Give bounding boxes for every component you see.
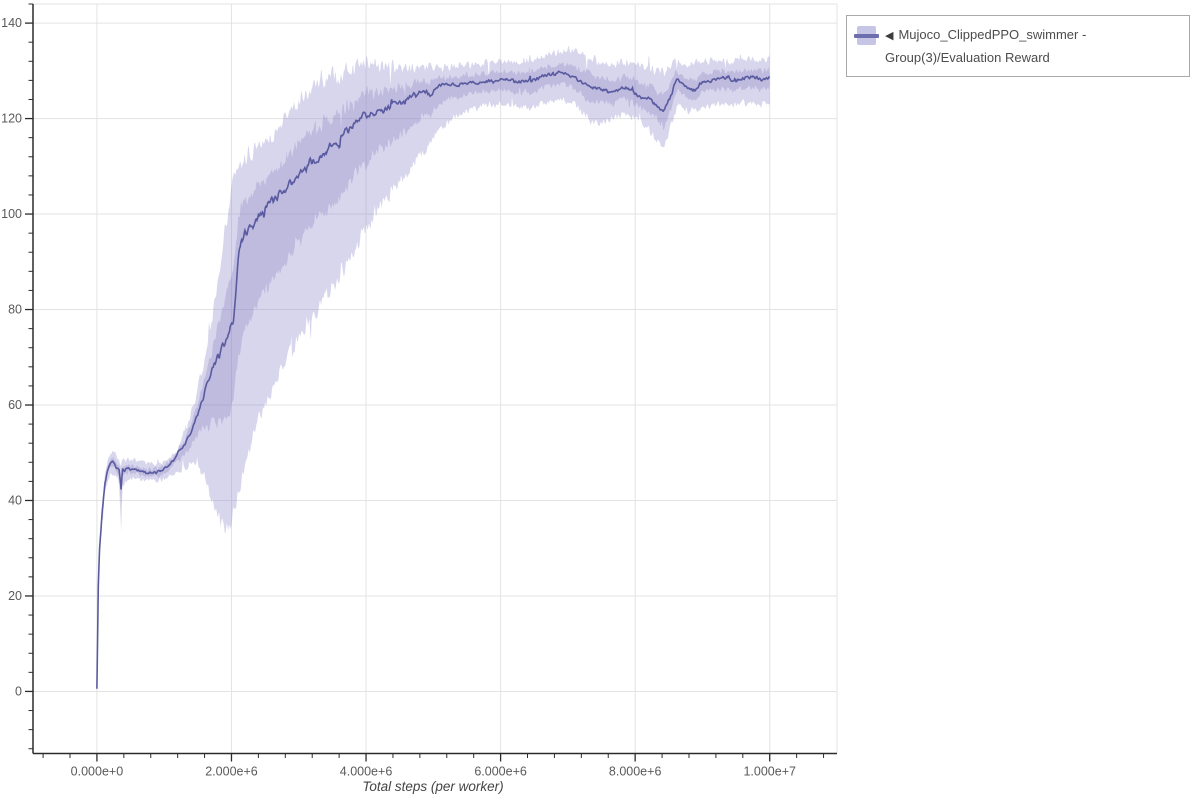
y-tick-label: 140 xyxy=(1,16,22,30)
legend[interactable]: ◀ Mujoco_ClippedPPO_swimmer - Group(3)/Ev… xyxy=(846,15,1190,77)
x-axis-title: Total steps (per worker) xyxy=(362,779,503,794)
series-band-inner xyxy=(96,62,770,692)
collapse-triangle-icon[interactable]: ◀ xyxy=(885,30,894,42)
x-tick-label: 2.000e+6 xyxy=(205,765,258,779)
x-tick-label: 0.000e+0 xyxy=(71,765,124,779)
y-tick-label: 100 xyxy=(1,207,22,221)
legend-series-name: Mujoco_ClippedPPO_swimmer - Group(3)/Eva… xyxy=(885,27,1087,65)
x-tick-label: 6.000e+6 xyxy=(474,765,527,779)
legend-swatch-icon xyxy=(854,26,879,45)
y-tick-label: 60 xyxy=(8,398,22,412)
legend-label: ◀ Mujoco_ClippedPPO_swimmer - Group(3)/Ev… xyxy=(885,24,1179,68)
x-tick-label: 8.000e+6 xyxy=(609,765,662,779)
x-tick-label: 1.000e+7 xyxy=(743,765,796,779)
y-tick-label: 0 xyxy=(15,684,22,698)
x-tick-label: 4.000e+6 xyxy=(340,765,393,779)
y-tick-label: 120 xyxy=(1,112,22,126)
series-mean-line xyxy=(96,70,771,689)
plot-area[interactable] xyxy=(33,4,837,754)
y-tick-label: 20 xyxy=(8,589,22,603)
y-tick-label: 40 xyxy=(8,493,22,507)
legend-swatch-line-icon xyxy=(854,34,879,38)
y-tick-label: 80 xyxy=(8,303,22,317)
